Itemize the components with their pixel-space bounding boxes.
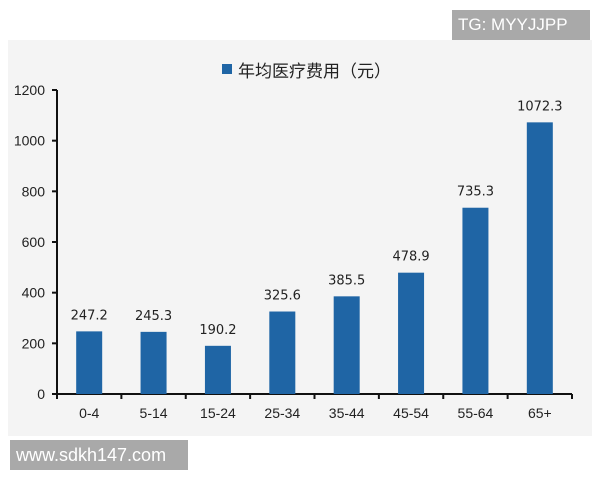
bar <box>398 272 425 394</box>
bar <box>140 331 167 394</box>
bar-value-label: 1072.3 <box>517 99 563 114</box>
y-tick-label: 1200 <box>14 82 45 98</box>
watermark-top: TG: MYYJJPP <box>452 10 590 40</box>
chart-legend: 年均医疗费用（元） <box>222 58 391 82</box>
y-axis: 0 200 400 600 800 1000 1200 <box>14 82 58 402</box>
y-tick-label: 1000 <box>14 133 45 149</box>
bar <box>269 311 296 394</box>
y-tick-label: 800 <box>22 183 46 199</box>
x-tick-label: 15-24 <box>200 405 236 421</box>
bar-value-label: 325.6 <box>264 289 301 304</box>
x-tick-label: 25-34 <box>264 405 300 421</box>
bar-value-label: 245.3 <box>135 309 172 324</box>
bar <box>333 296 360 394</box>
x-tick-label: 35-44 <box>329 405 365 421</box>
y-tick-label: 600 <box>22 234 46 250</box>
y-tick-label: 0 <box>37 386 45 402</box>
watermark-bottom: www.sdkh147.com <box>10 440 188 470</box>
bar <box>526 122 553 394</box>
bar-value-label: 735.3 <box>457 185 494 200</box>
y-tick-label: 400 <box>22 285 46 301</box>
x-tick-label: 5-14 <box>140 405 168 421</box>
bar-value-label: 190.2 <box>199 323 236 338</box>
bar <box>204 345 231 394</box>
x-tick-label: 0-4 <box>79 405 99 421</box>
x-tick-label: 55-64 <box>458 405 494 421</box>
legend-swatch-icon <box>222 64 232 74</box>
x-tick-label: 45-54 <box>393 405 429 421</box>
bar-value-label: 385.5 <box>328 273 365 288</box>
legend-label: 年均医疗费用（元） <box>238 61 391 82</box>
bar-value-label: 247.2 <box>71 308 108 323</box>
bar <box>462 207 489 394</box>
chart-panel <box>8 40 592 436</box>
bar-value-label: 478.9 <box>392 250 429 265</box>
bar <box>76 331 103 394</box>
x-tick-label: 65+ <box>528 405 552 421</box>
y-tick-label: 200 <box>22 335 46 351</box>
bars: 247.2 245.3 190.2 325.6 385.5 478.9 735.3 1072.… <box>71 99 563 394</box>
x-axis: 0-4 5-14 15-24 25-34 35-44 45-54 55-64 65+ <box>56 393 573 421</box>
